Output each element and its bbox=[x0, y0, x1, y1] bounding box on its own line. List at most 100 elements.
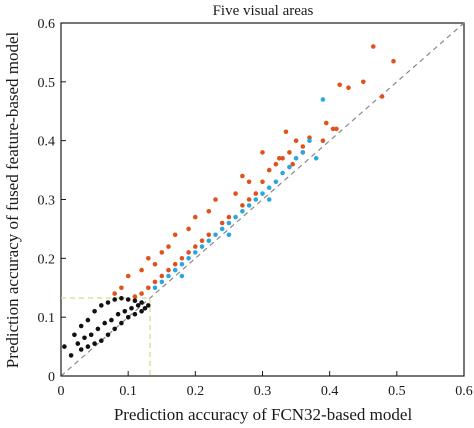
scatter-point bbox=[119, 285, 124, 291]
scatter-point bbox=[361, 79, 366, 85]
scatter-point bbox=[132, 311, 138, 317]
scatter-point bbox=[105, 300, 111, 305]
scatter-point bbox=[307, 138, 312, 143]
scatter-point bbox=[273, 161, 279, 167]
y-tick-label: 0.5 bbox=[38, 76, 56, 91]
scatter-point bbox=[219, 220, 225, 226]
scatter-point bbox=[85, 317, 91, 323]
scatter-point bbox=[246, 203, 252, 208]
y-tick-label: 0.3 bbox=[38, 194, 56, 209]
scatter-point bbox=[246, 197, 252, 202]
scatter-point bbox=[166, 244, 171, 249]
data-points bbox=[62, 44, 396, 358]
x-tick-label: 0.4 bbox=[321, 384, 339, 399]
scatter-point bbox=[115, 311, 121, 317]
scatter-point bbox=[119, 320, 124, 326]
scatter-point bbox=[213, 197, 218, 202]
scatter-point bbox=[193, 250, 198, 255]
scatter-point bbox=[193, 244, 198, 249]
scatter-point bbox=[179, 273, 185, 279]
x-tick-label: 0.3 bbox=[254, 384, 272, 399]
scatter-point bbox=[266, 197, 272, 202]
y-tick-label: 0 bbox=[48, 370, 55, 385]
scatter-point bbox=[68, 353, 74, 358]
scatter-point bbox=[379, 94, 385, 99]
scatter-point bbox=[172, 267, 178, 273]
scatter-point bbox=[293, 156, 299, 161]
scatter-point bbox=[95, 326, 101, 332]
scatter-point bbox=[391, 58, 396, 64]
scatter-point bbox=[159, 279, 165, 285]
scatter-point bbox=[320, 138, 326, 143]
scatter-point bbox=[186, 255, 191, 261]
scatter-point bbox=[186, 226, 191, 232]
scatter-point bbox=[280, 170, 285, 176]
x-axis-ticks: 0 0.1 0.2 0.3 0.4 0.5 0.6 bbox=[58, 371, 473, 399]
scatter-point bbox=[99, 338, 104, 344]
scatter-point bbox=[139, 300, 144, 305]
scatter-point bbox=[287, 150, 292, 155]
scatter-point bbox=[129, 306, 134, 311]
x-axis-label: Prediction accuracy of FCN32-based model bbox=[114, 405, 413, 424]
scatter-point bbox=[166, 267, 171, 273]
scatter-point bbox=[112, 291, 117, 296]
scatter-point bbox=[125, 297, 131, 302]
scatter-point bbox=[132, 294, 138, 299]
scatter-point bbox=[146, 255, 151, 261]
scatter-point bbox=[62, 344, 67, 349]
scatter-point bbox=[132, 298, 138, 304]
scatter-point bbox=[146, 303, 151, 308]
scatter-point bbox=[139, 309, 144, 314]
scatter-point bbox=[152, 261, 158, 267]
scatter-point bbox=[112, 297, 117, 302]
scatter-point bbox=[277, 156, 282, 161]
scatter-point bbox=[82, 335, 87, 341]
scatter-point bbox=[320, 97, 326, 102]
scatter-point bbox=[324, 120, 329, 126]
scatter-point bbox=[102, 320, 107, 326]
scatter-point bbox=[159, 273, 165, 279]
scatter-point bbox=[122, 309, 128, 314]
scatter-point bbox=[280, 156, 285, 161]
scatter-point bbox=[346, 85, 351, 90]
y-axis-label: Prediction accuracy of fused feature-bas… bbox=[3, 31, 22, 368]
y-tick-label: 0.6 bbox=[38, 17, 56, 32]
scatter-point bbox=[371, 44, 376, 49]
scatter-point bbox=[125, 314, 131, 320]
scatter-point bbox=[334, 126, 339, 132]
scatter-point bbox=[233, 214, 238, 220]
scatter-point bbox=[300, 144, 306, 149]
scatter-point bbox=[330, 126, 336, 132]
scatter-point bbox=[186, 250, 191, 255]
scatter-point bbox=[219, 226, 225, 232]
scatter-point bbox=[313, 156, 319, 161]
scatter-point bbox=[152, 285, 158, 291]
scatter-point bbox=[246, 179, 252, 185]
scatter-point bbox=[112, 326, 117, 332]
scatter-point bbox=[85, 344, 91, 349]
scatter-point bbox=[72, 332, 77, 338]
scatter-point bbox=[99, 303, 104, 308]
scatter-point bbox=[226, 220, 232, 226]
scatter-point bbox=[75, 341, 81, 346]
scatter-point bbox=[166, 273, 171, 279]
scatter-point bbox=[266, 167, 272, 173]
scatter-point bbox=[260, 191, 265, 196]
x-tick-label: 0.5 bbox=[388, 384, 406, 399]
scatter-point bbox=[179, 255, 185, 261]
scatter-point bbox=[260, 179, 265, 185]
scatter-point bbox=[135, 303, 141, 308]
scatter-point bbox=[260, 150, 265, 155]
scatter-point bbox=[105, 332, 111, 338]
scatter-point bbox=[139, 267, 144, 273]
scatter-point bbox=[142, 306, 148, 311]
x-tick-label: 0.1 bbox=[119, 384, 137, 399]
scatter-point bbox=[240, 203, 245, 208]
scatter-point bbox=[92, 309, 97, 314]
scatter-point bbox=[92, 341, 97, 346]
scatter-point bbox=[109, 317, 114, 323]
scatter-point bbox=[293, 138, 299, 143]
scatter-point bbox=[206, 238, 212, 243]
chart-title: Five visual areas bbox=[213, 3, 314, 19]
